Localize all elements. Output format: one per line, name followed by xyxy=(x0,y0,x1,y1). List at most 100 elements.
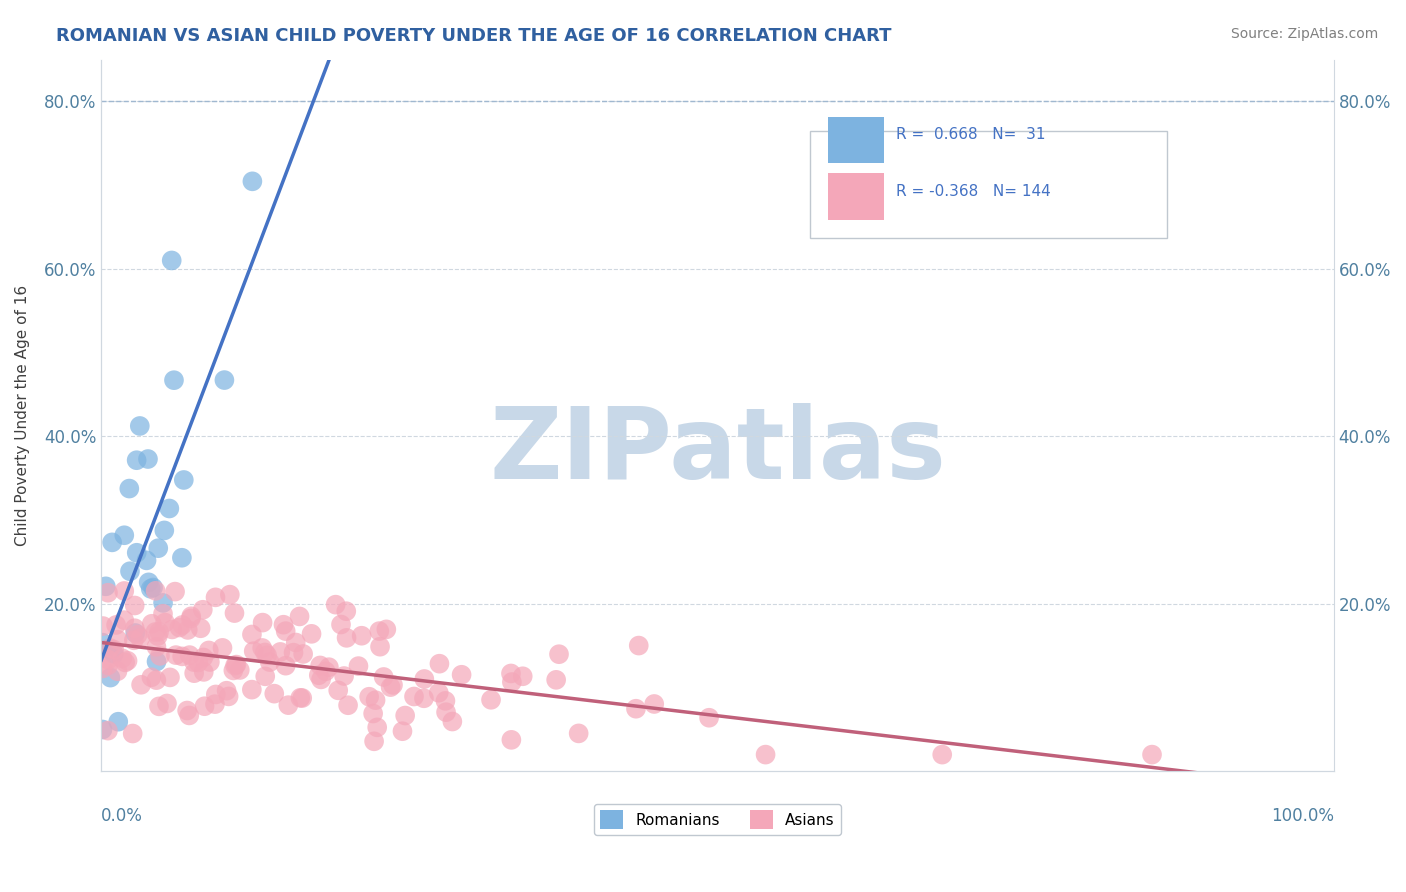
Point xyxy=(259,655,281,669)
Point xyxy=(391,724,413,739)
Point xyxy=(546,673,568,687)
Point xyxy=(624,702,647,716)
Point xyxy=(136,452,159,467)
Point xyxy=(501,675,523,690)
Point xyxy=(499,666,522,681)
Point xyxy=(183,655,205,669)
Point xyxy=(224,606,246,620)
FancyBboxPatch shape xyxy=(828,117,884,163)
Point xyxy=(138,575,160,590)
Point xyxy=(160,623,183,637)
Point xyxy=(366,720,388,734)
Point xyxy=(309,673,332,687)
Point xyxy=(402,690,425,704)
Point xyxy=(229,663,252,677)
Point xyxy=(380,680,402,694)
Point xyxy=(139,582,162,596)
Point xyxy=(347,659,370,673)
Point xyxy=(198,655,221,669)
Point xyxy=(135,553,157,567)
Point xyxy=(501,732,523,747)
Point xyxy=(177,623,200,637)
Point xyxy=(224,658,246,673)
Point xyxy=(118,482,141,496)
Point xyxy=(193,650,215,665)
Point xyxy=(172,618,194,632)
Point xyxy=(122,633,145,648)
Point xyxy=(153,615,176,630)
Point xyxy=(141,670,163,684)
Point xyxy=(180,611,202,625)
Point xyxy=(124,626,146,640)
Text: ROMANIAN VS ASIAN CHILD POVERTY UNDER THE AGE OF 16 CORRELATION CHART: ROMANIAN VS ASIAN CHILD POVERTY UNDER TH… xyxy=(56,27,891,45)
Point xyxy=(333,669,356,683)
Point xyxy=(97,658,120,673)
Point xyxy=(283,646,305,660)
Point xyxy=(225,657,247,672)
Point xyxy=(242,174,264,188)
Point xyxy=(112,584,135,599)
Point xyxy=(325,598,347,612)
Point xyxy=(176,704,198,718)
Point xyxy=(328,683,350,698)
Point xyxy=(156,697,179,711)
Text: R =  0.668   N=  31: R = 0.668 N= 31 xyxy=(896,128,1046,142)
Legend: Romanians, Asians: Romanians, Asians xyxy=(593,804,841,835)
Point xyxy=(97,653,120,667)
Point xyxy=(434,694,457,708)
Point xyxy=(204,591,226,605)
Point xyxy=(165,584,187,599)
Point xyxy=(141,616,163,631)
Point xyxy=(191,603,214,617)
Point xyxy=(173,473,195,487)
Text: R = -0.368   N= 144: R = -0.368 N= 144 xyxy=(896,184,1050,199)
Point xyxy=(364,693,387,707)
FancyBboxPatch shape xyxy=(810,131,1167,237)
Point xyxy=(145,640,167,654)
Point xyxy=(254,669,277,683)
Point xyxy=(183,666,205,681)
Point xyxy=(91,635,114,649)
Point xyxy=(103,647,125,661)
Point xyxy=(94,579,117,593)
Point xyxy=(429,657,451,671)
Point xyxy=(211,640,233,655)
Point xyxy=(434,705,457,719)
Point xyxy=(204,697,226,711)
Point xyxy=(107,664,129,678)
Point xyxy=(308,668,330,682)
Point xyxy=(361,706,384,721)
Point xyxy=(368,624,391,639)
Point xyxy=(118,564,141,578)
Point xyxy=(125,453,148,467)
Point xyxy=(335,631,357,645)
Point xyxy=(242,644,264,658)
Point xyxy=(187,656,209,670)
Point xyxy=(145,655,167,669)
Point xyxy=(145,583,167,598)
Point xyxy=(190,621,212,635)
Point xyxy=(124,599,146,613)
Point xyxy=(256,648,278,663)
Point xyxy=(97,723,120,738)
Point xyxy=(363,734,385,748)
Point xyxy=(172,649,194,664)
Point xyxy=(274,624,297,639)
Point xyxy=(512,669,534,683)
Point xyxy=(125,546,148,560)
Point xyxy=(91,661,114,675)
Point xyxy=(479,693,502,707)
Point xyxy=(180,609,202,624)
Point xyxy=(218,588,240,602)
Point xyxy=(91,723,114,737)
Point xyxy=(121,726,143,740)
Point xyxy=(124,621,146,635)
Point xyxy=(359,690,381,704)
Point xyxy=(441,714,464,729)
Point xyxy=(253,645,276,659)
Point xyxy=(163,373,186,387)
Point xyxy=(97,642,120,657)
Point xyxy=(159,670,181,684)
Point xyxy=(315,665,337,679)
Point xyxy=(170,550,193,565)
